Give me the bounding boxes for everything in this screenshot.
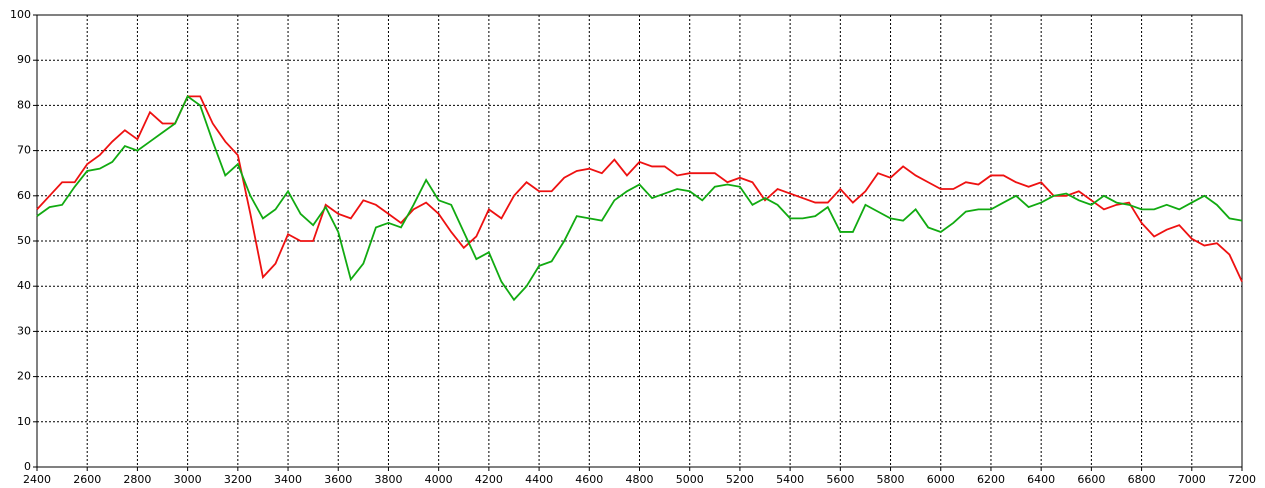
x-tick-label: 4200 — [475, 473, 503, 486]
y-tick-label: 40 — [17, 279, 31, 292]
x-tick-label: 5400 — [776, 473, 804, 486]
x-tick-label: 4600 — [575, 473, 603, 486]
x-tick-label: 4800 — [626, 473, 654, 486]
y-tick-label: 20 — [17, 370, 31, 383]
x-tick-label: 5800 — [877, 473, 905, 486]
y-tick-label: 90 — [17, 53, 31, 66]
x-tick-label: 4000 — [425, 473, 453, 486]
x-tick-label: 3000 — [174, 473, 202, 486]
x-tick-label: 7200 — [1228, 473, 1256, 486]
x-tick-label: 2600 — [73, 473, 101, 486]
x-tick-label: 6400 — [1027, 473, 1055, 486]
y-tick-label: 10 — [17, 415, 31, 428]
x-tick-label: 3200 — [224, 473, 252, 486]
y-tick-label: 80 — [17, 98, 31, 111]
x-tick-label: 6000 — [927, 473, 955, 486]
x-tick-label: 2800 — [123, 473, 151, 486]
y-tick-label: 100 — [10, 8, 31, 21]
series-line — [36, 95, 1243, 283]
series-line — [36, 94, 1243, 302]
x-tick-label: 7000 — [1178, 473, 1206, 486]
x-tick-label: 3400 — [274, 473, 302, 486]
x-tick-label: 6800 — [1128, 473, 1156, 486]
x-tick-label: 3800 — [374, 473, 402, 486]
x-tick-label: 4400 — [525, 473, 553, 486]
y-tick-label: 0 — [24, 460, 31, 473]
y-tick-label: 50 — [17, 234, 31, 247]
y-tick-label: 70 — [17, 144, 31, 157]
x-tick-label: 5600 — [826, 473, 854, 486]
y-tick-label: 30 — [17, 324, 31, 337]
x-tick-label: 6600 — [1077, 473, 1105, 486]
x-tick-label: 5200 — [726, 473, 754, 486]
x-tick-label: 6200 — [977, 473, 1005, 486]
x-tick-label: 5000 — [676, 473, 704, 486]
plot-border — [36, 14, 1243, 468]
y-tick-label: 60 — [17, 189, 31, 202]
x-tick-label: 2400 — [23, 473, 51, 486]
x-tick-label: 3600 — [324, 473, 352, 486]
